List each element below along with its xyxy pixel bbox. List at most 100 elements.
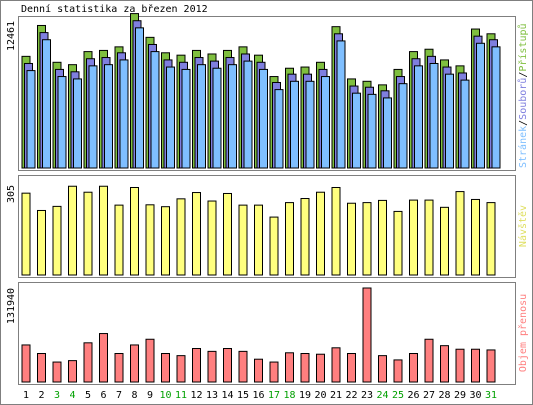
- day-label-26: 26: [407, 390, 419, 401]
- bar-visits-day-1: [21, 192, 31, 276]
- bar-str-nek-day-21: [336, 40, 346, 169]
- bar-visits-day-8: [130, 186, 139, 276]
- bar-str-nek-day-7: [119, 59, 129, 169]
- bar-kbytes-day-11: [176, 355, 186, 383]
- day-label-19: 19: [299, 390, 311, 401]
- day-label-11: 11: [175, 390, 187, 401]
- bar-visits-day-28: [440, 206, 449, 276]
- bar-visits-day-7: [114, 204, 124, 276]
- bar-kbytes-day-1: [21, 344, 31, 383]
- legend-hits: Přístupů: [517, 23, 529, 71]
- bar-visits-day-19: [300, 198, 310, 276]
- bar-str-nek-day-15: [243, 60, 253, 169]
- bar-kbytes-day-18: [285, 352, 294, 383]
- bar-kbytes-day-2: [37, 353, 46, 383]
- bar-kbytes-day-8: [130, 344, 139, 383]
- day-label-31: 31: [485, 390, 497, 401]
- bar-kbytes-day-19: [300, 353, 310, 383]
- bar-str-nek-day-20: [321, 76, 330, 169]
- bar-visits-day-21: [331, 186, 341, 276]
- bar-kbytes-day-31: [486, 349, 496, 383]
- bar-str-nek-day-9: [150, 51, 160, 169]
- hits-legend: Stránek/Souborů/Přístupů: [517, 23, 529, 168]
- bar-kbytes-day-22: [347, 353, 356, 383]
- bar-kbytes-day-29: [455, 348, 465, 383]
- chart-title: Denní statistika za březen 2012: [21, 3, 208, 15]
- bar-str-nek-day-28: [445, 73, 454, 169]
- bar-visits-day-4: [68, 185, 77, 276]
- bar-str-nek-day-24: [383, 97, 392, 169]
- day-label-16: 16: [252, 390, 264, 401]
- bar-visits-day-24: [378, 199, 387, 276]
- bar-str-nek-day-31: [491, 46, 501, 169]
- bar-kbytes-day-24: [378, 355, 387, 383]
- bar-visits-day-26: [409, 199, 418, 276]
- bar-str-nek-day-12: [197, 64, 206, 169]
- day-label-15: 15: [237, 390, 249, 401]
- day-label-12: 12: [190, 390, 202, 401]
- legend-files: Souborů: [517, 78, 529, 120]
- day-label-4: 4: [69, 390, 75, 401]
- bar-str-nek-day-2: [42, 39, 51, 169]
- bar-visits-day-10: [161, 206, 170, 276]
- bar-kbytes-day-28: [440, 345, 449, 383]
- bar-kbytes-day-23: [362, 287, 372, 383]
- bar-visits-day-30: [471, 198, 480, 276]
- bar-str-nek-day-5: [88, 65, 98, 169]
- day-label-20: 20: [314, 390, 326, 401]
- bar-kbytes-day-13: [207, 350, 217, 383]
- day-label-22: 22: [345, 390, 357, 401]
- bar-kbytes-day-16: [254, 358, 263, 383]
- bar-visits-day-18: [285, 202, 294, 276]
- day-label-28: 28: [438, 390, 450, 401]
- bar-visits-day-13: [207, 200, 217, 276]
- bar-kbytes-day-25: [393, 359, 403, 383]
- visits-legend: Návštěv: [517, 205, 529, 247]
- day-label-27: 27: [423, 390, 435, 401]
- bar-str-nek-day-25: [398, 83, 408, 169]
- bar-str-nek-day-8: [135, 27, 144, 169]
- bar-str-nek-day-18: [290, 80, 299, 169]
- bar-kbytes-day-27: [424, 338, 434, 383]
- day-label-30: 30: [469, 390, 481, 401]
- bar-visits-day-29: [455, 191, 465, 276]
- bar-visits-day-23: [362, 202, 372, 276]
- bar-visits-day-2: [37, 209, 46, 276]
- bar-visits-day-15: [238, 204, 248, 276]
- day-label-14: 14: [221, 390, 233, 401]
- legend-strings: Stránek: [517, 126, 529, 168]
- bar-visits-day-11: [176, 198, 186, 276]
- bar-kbytes-day-10: [161, 353, 170, 383]
- bar-kbytes-day-12: [192, 348, 201, 383]
- day-label-8: 8: [131, 390, 137, 401]
- day-label-21: 21: [330, 390, 342, 401]
- bar-visits-day-31: [486, 202, 496, 276]
- day-label-9: 9: [147, 390, 153, 401]
- bar-kbytes-day-21: [331, 347, 341, 383]
- bar-str-nek-day-26: [414, 65, 423, 169]
- hits-ymax-label: 12461: [6, 21, 17, 51]
- day-label-18: 18: [283, 390, 295, 401]
- day-labels: 1 2 3 4 5 6 7 8 9 10 11 12 13 14 15 16 17 18 19 20 21 22 23 24 2…: [23, 390, 497, 401]
- bar-str-nek-day-10: [166, 66, 175, 169]
- day-label-5: 5: [85, 390, 91, 401]
- bar-visits-day-20: [316, 191, 325, 276]
- kbytes-ymax-label: 131940: [6, 288, 17, 324]
- bar-str-nek-day-13: [212, 67, 222, 169]
- bar-str-nek-day-1: [26, 70, 36, 169]
- day-label-1: 1: [23, 390, 29, 401]
- bar-kbytes-day-14: [223, 348, 232, 383]
- bar-str-nek-day-16: [259, 68, 268, 169]
- bar-visits-day-27: [424, 199, 434, 276]
- bar-kbytes-day-26: [409, 353, 418, 383]
- day-label-3: 3: [54, 390, 60, 401]
- hits-bars: [21, 13, 501, 169]
- bar-visits-day-16: [254, 204, 263, 276]
- bar-kbytes-day-15: [238, 350, 248, 383]
- bar-str-nek-day-23: [367, 93, 377, 169]
- day-label-13: 13: [206, 390, 218, 401]
- day-label-29: 29: [454, 390, 466, 401]
- day-label-17: 17: [268, 390, 280, 401]
- bar-visits-day-5: [83, 191, 93, 276]
